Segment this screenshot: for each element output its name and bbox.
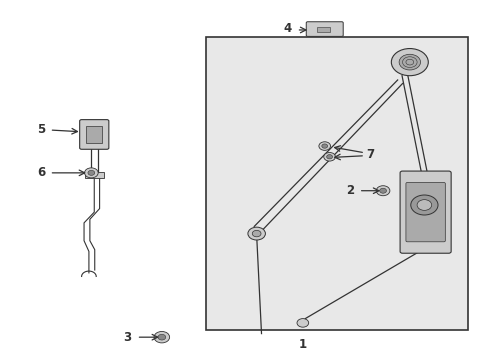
Text: 7: 7 [366, 148, 373, 162]
Text: 4: 4 [284, 22, 291, 35]
Circle shape [88, 170, 95, 175]
Circle shape [84, 168, 98, 178]
Text: 1: 1 [298, 338, 306, 351]
Bar [317, 27, 329, 32]
Circle shape [158, 334, 165, 340]
Circle shape [379, 188, 386, 193]
Circle shape [410, 195, 437, 215]
Circle shape [252, 230, 261, 237]
FancyBboxPatch shape [399, 171, 450, 253]
Bar [85, 172, 104, 178]
Circle shape [154, 332, 169, 343]
Bar [86, 126, 102, 143]
Text: 6: 6 [37, 166, 45, 179]
FancyBboxPatch shape [305, 22, 343, 36]
Text: 3: 3 [123, 332, 131, 345]
Circle shape [416, 200, 431, 210]
Circle shape [375, 186, 389, 196]
Text: 2: 2 [346, 184, 354, 197]
Circle shape [326, 155, 332, 159]
Circle shape [296, 319, 308, 327]
Circle shape [390, 49, 427, 76]
Circle shape [321, 144, 327, 148]
Text: 5: 5 [37, 123, 45, 136]
Circle shape [323, 153, 335, 161]
FancyBboxPatch shape [80, 120, 109, 149]
Bar [205, 37, 467, 330]
Circle shape [318, 142, 330, 150]
Circle shape [247, 227, 265, 240]
FancyBboxPatch shape [405, 183, 445, 242]
Circle shape [398, 54, 420, 70]
